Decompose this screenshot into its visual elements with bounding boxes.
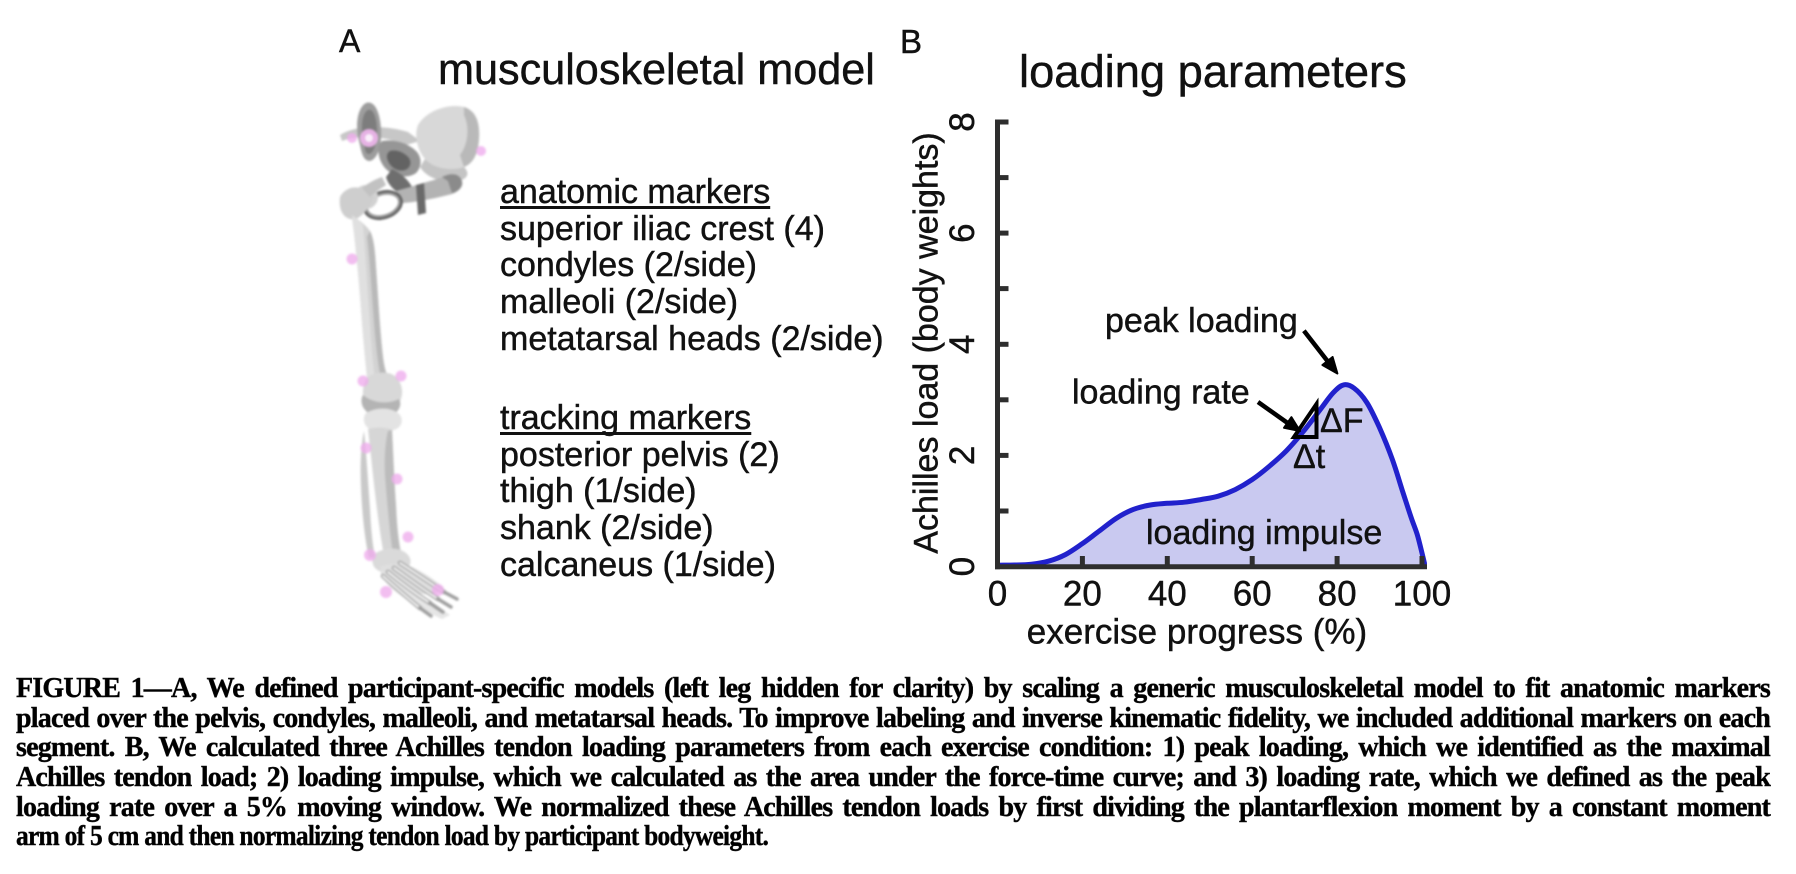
svg-text:60: 60 [1233,575,1272,614]
svg-text:2: 2 [943,446,982,465]
svg-text:0: 0 [943,557,982,576]
svg-text:100: 100 [1393,575,1451,614]
svg-text:Δt: Δt [1293,438,1326,476]
svg-text:20: 20 [1063,575,1102,614]
svg-text:peak loading: peak loading [1105,302,1298,340]
svg-text:loading rate: loading rate [1072,374,1250,412]
svg-text:40: 40 [1148,575,1187,614]
svg-text:8: 8 [943,112,982,131]
svg-text:80: 80 [1318,575,1357,614]
svg-text:loading impulse: loading impulse [1146,514,1382,552]
svg-text:4: 4 [943,335,982,354]
svg-text:exercise progress (%): exercise progress (%) [1027,613,1367,652]
svg-text:0: 0 [988,575,1007,614]
svg-text:ΔF: ΔF [1320,402,1363,440]
svg-text:6: 6 [943,223,982,242]
